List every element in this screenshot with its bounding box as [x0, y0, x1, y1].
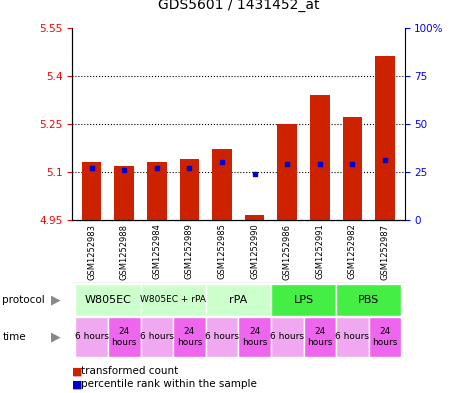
- Bar: [212, 149, 232, 220]
- Text: GSM1252984: GSM1252984: [153, 224, 161, 279]
- Bar: [173, 317, 206, 357]
- Text: 24
hours: 24 hours: [372, 327, 398, 347]
- Text: ■: ■: [72, 379, 83, 389]
- Bar: [310, 95, 330, 220]
- Bar: [206, 317, 239, 357]
- Bar: [375, 56, 395, 220]
- Bar: [75, 284, 140, 316]
- Text: transformed count: transformed count: [81, 366, 179, 376]
- Text: ▶: ▶: [51, 293, 60, 306]
- Bar: [82, 162, 101, 220]
- Bar: [336, 284, 401, 316]
- Text: GSM1252989: GSM1252989: [185, 224, 194, 279]
- Text: GSM1252990: GSM1252990: [250, 224, 259, 279]
- Bar: [271, 317, 304, 357]
- Text: 6 hours: 6 hours: [335, 332, 369, 342]
- Text: PBS: PBS: [358, 295, 379, 305]
- Text: protocol: protocol: [2, 295, 45, 305]
- Text: GDS5601 / 1431452_at: GDS5601 / 1431452_at: [158, 0, 319, 12]
- Bar: [206, 284, 271, 316]
- Text: GSM1252987: GSM1252987: [380, 224, 390, 279]
- Bar: [304, 317, 336, 357]
- Text: GSM1252983: GSM1252983: [87, 224, 96, 279]
- Bar: [271, 284, 336, 316]
- Text: 24
hours: 24 hours: [177, 327, 202, 347]
- Bar: [239, 317, 271, 357]
- Bar: [147, 162, 166, 220]
- Bar: [179, 159, 199, 220]
- Text: W805EC: W805EC: [85, 295, 132, 305]
- Text: 24
hours: 24 hours: [112, 327, 137, 347]
- Text: LPS: LPS: [293, 295, 313, 305]
- Bar: [75, 317, 108, 357]
- Text: 24
hours: 24 hours: [307, 327, 332, 347]
- Text: 6 hours: 6 hours: [140, 332, 174, 342]
- Text: GSM1252986: GSM1252986: [283, 224, 292, 279]
- Text: 24
hours: 24 hours: [242, 327, 267, 347]
- Text: GSM1252985: GSM1252985: [218, 224, 226, 279]
- Text: GSM1252982: GSM1252982: [348, 224, 357, 279]
- Text: ▶: ▶: [51, 331, 60, 343]
- Text: percentile rank within the sample: percentile rank within the sample: [81, 379, 257, 389]
- Bar: [108, 317, 140, 357]
- Text: 6 hours: 6 hours: [270, 332, 304, 342]
- Bar: [343, 118, 362, 220]
- Text: GSM1252988: GSM1252988: [120, 224, 129, 279]
- Bar: [278, 124, 297, 220]
- Text: rPA: rPA: [229, 295, 247, 305]
- Text: 6 hours: 6 hours: [74, 332, 109, 342]
- Bar: [114, 165, 134, 220]
- Text: time: time: [2, 332, 26, 342]
- Text: ■: ■: [72, 366, 83, 376]
- Bar: [336, 317, 369, 357]
- Text: 6 hours: 6 hours: [205, 332, 239, 342]
- Text: W805EC + rPA: W805EC + rPA: [140, 295, 206, 304]
- Bar: [369, 317, 401, 357]
- Text: GSM1252991: GSM1252991: [315, 224, 324, 279]
- Bar: [245, 215, 265, 220]
- Bar: [140, 284, 206, 316]
- Bar: [140, 317, 173, 357]
